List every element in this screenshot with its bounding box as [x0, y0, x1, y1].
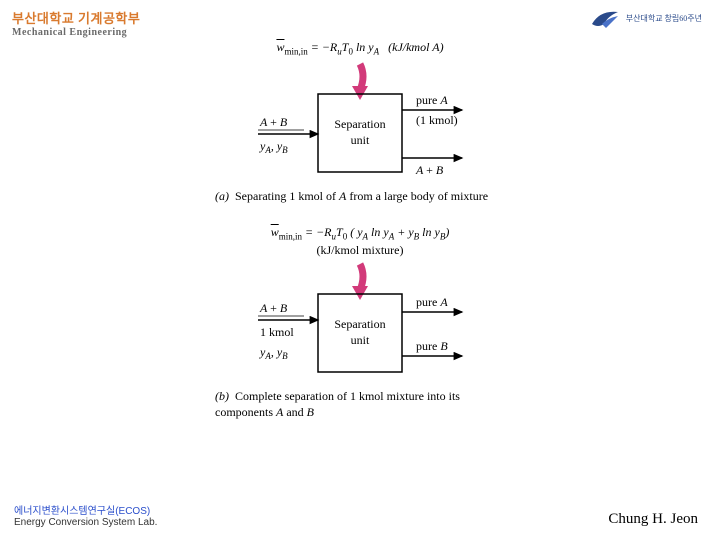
- output-top-a: pure A: [416, 93, 448, 107]
- box-label-b2: unit: [351, 333, 370, 347]
- box-label-a: Separation: [334, 117, 385, 131]
- bird-logo-icon: [588, 6, 622, 32]
- diagram-a: Separation unit A + B yA, yB pure A (1 k…: [175, 62, 545, 182]
- anniversary-text: 부산대학교 창립60주년: [626, 15, 702, 24]
- box-label-b: Separation: [334, 317, 385, 331]
- figure-area: wmin,in = −RuT0 ln yA (kJ/kmol A) Separa…: [175, 40, 545, 440]
- lab-kr: 에너지변환시스템연구실(ECOS): [14, 502, 157, 517]
- input-line2-b: 1 kmol: [260, 325, 294, 339]
- dept-en: Mechanical Engineering: [12, 27, 140, 38]
- header-left: 부산대학교 기계공학부 Mechanical Engineering: [12, 8, 140, 38]
- input-line3-b: yA, yB: [259, 345, 288, 361]
- caption-a: (a) Separating 1 kmol of A from a large …: [215, 188, 515, 204]
- output-bottom-a: A + B: [415, 163, 444, 177]
- equation-b: wmin,in = −RuT0 ( yA ln yA + yB ln yB): [175, 225, 545, 241]
- equation-b-units: (kJ/kmol mixture): [175, 243, 545, 258]
- input-bottom-a: yA, yB: [259, 139, 288, 155]
- author-name: Chung H. Jeon: [608, 511, 698, 528]
- diagram-b: Separation unit A + B 1 kmol yA, yB pure…: [175, 262, 545, 382]
- input-line1-b: A + B: [259, 301, 288, 315]
- equation-a: wmin,in = −RuT0 ln yA (kJ/kmol A): [175, 40, 545, 56]
- output-mid-a: (1 kmol): [416, 113, 458, 127]
- input-top-a: A + B: [259, 115, 288, 129]
- caption-b: (b) Complete separation of 1 kmol mixtur…: [215, 388, 515, 420]
- univ-dept-kr: 부산대학교 기계공학부: [12, 8, 140, 27]
- output-bottom-b: pure B: [416, 339, 448, 353]
- output-top-b: pure A: [416, 295, 448, 309]
- header-right: 부산대학교 창립60주년: [588, 6, 702, 32]
- box-label-a2: unit: [351, 133, 370, 147]
- lab-en: Energy Conversion System Lab.: [14, 517, 157, 528]
- footer-left: 에너지변환시스템연구실(ECOS) Energy Conversion Syst…: [14, 502, 157, 528]
